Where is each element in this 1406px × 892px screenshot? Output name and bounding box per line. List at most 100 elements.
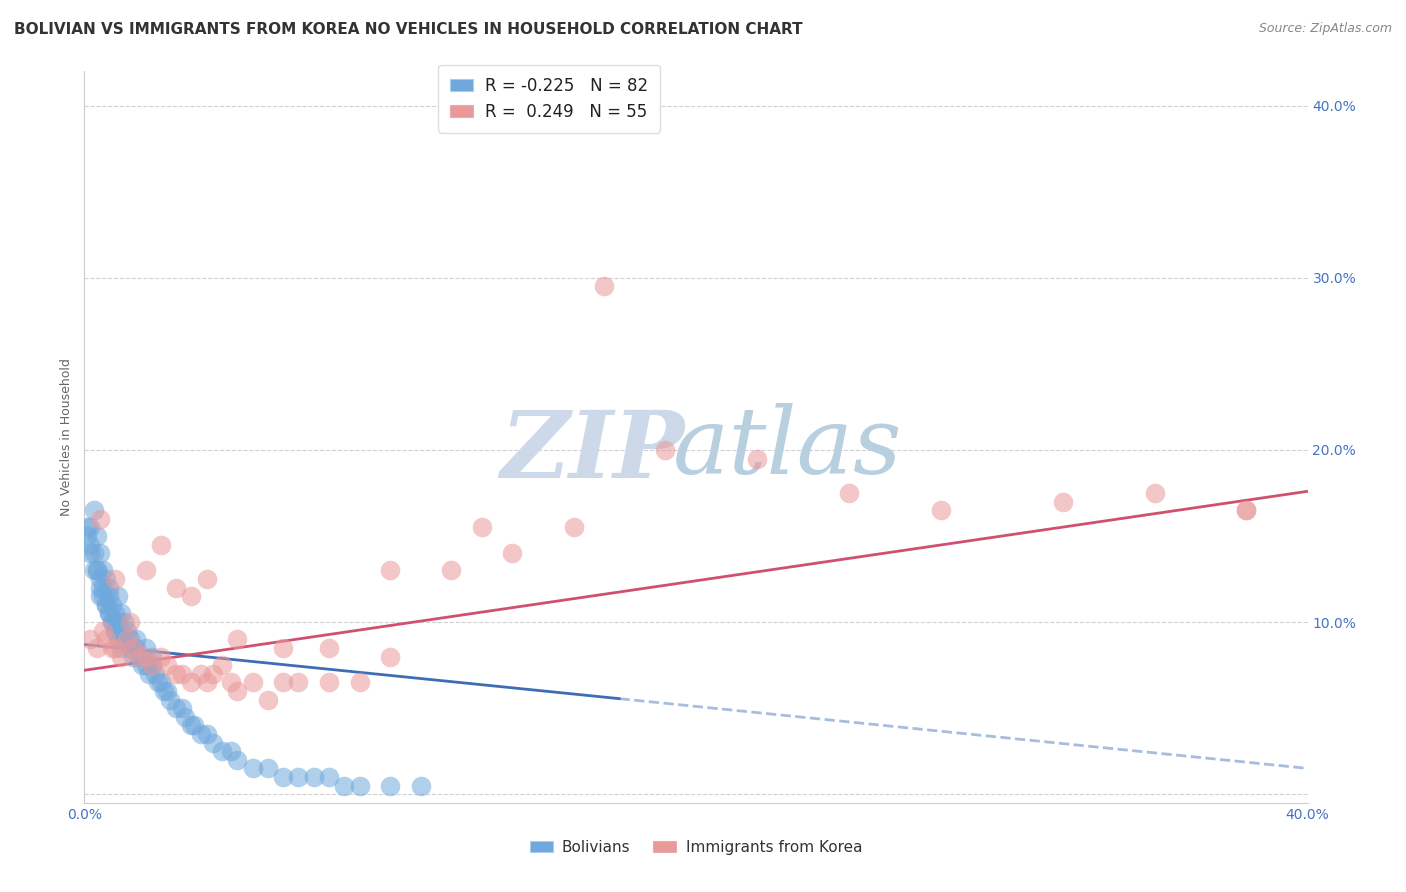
Point [131, 658, 153, 673]
Point [195, 572, 218, 586]
Point [141, 658, 163, 673]
Point [135, 640, 157, 655]
Point [107, 615, 129, 629]
Legend: Bolivians, Immigrants from Korea: Bolivians, Immigrants from Korea [524, 834, 868, 861]
Point [101, 615, 124, 629]
Point [349, 779, 371, 793]
Point [110, 607, 132, 621]
Point [409, 779, 432, 793]
Point [101, 615, 124, 629]
Point [125, 640, 148, 655]
Point [226, 632, 249, 647]
Point [654, 442, 676, 457]
Point [83, 564, 105, 578]
Point [172, 701, 194, 715]
Point [165, 581, 187, 595]
Point [149, 538, 172, 552]
Text: ZIP: ZIP [501, 407, 685, 497]
Point [101, 598, 124, 612]
Point [107, 632, 129, 647]
Point [257, 692, 280, 706]
Text: Source: ZipAtlas.com: Source: ZipAtlas.com [1258, 22, 1392, 36]
Point [89, 589, 111, 603]
Point [143, 666, 166, 681]
Point [190, 727, 212, 741]
Point [242, 675, 264, 690]
Point [180, 675, 202, 690]
Text: atlas: atlas [673, 403, 903, 493]
Point [349, 675, 371, 690]
Point [1236, 503, 1258, 517]
Point [156, 684, 179, 698]
Point [115, 632, 138, 647]
Point [149, 675, 172, 690]
Point [180, 589, 202, 603]
Point [79, 538, 101, 552]
Point [104, 640, 127, 655]
Point [91, 564, 114, 578]
Point [112, 632, 135, 647]
Point [97, 607, 120, 621]
Point [838, 486, 860, 500]
Text: BOLIVIAN VS IMMIGRANTS FROM KOREA NO VEHICLES IN HOUSEHOLD CORRELATION CHART: BOLIVIAN VS IMMIGRANTS FROM KOREA NO VEH… [14, 22, 803, 37]
Point [83, 503, 105, 517]
Point [94, 598, 117, 612]
Point [502, 546, 524, 560]
Point [156, 658, 179, 673]
Point [110, 624, 132, 638]
Point [83, 546, 105, 560]
Point [201, 666, 224, 681]
Point [94, 632, 117, 647]
Point [110, 640, 132, 655]
Point [120, 615, 142, 629]
Point [211, 744, 233, 758]
Point [226, 684, 249, 698]
Point [380, 649, 402, 664]
Point [1143, 486, 1166, 500]
Point [287, 770, 309, 784]
Point [135, 649, 157, 664]
Point [141, 658, 163, 673]
Point [97, 581, 120, 595]
Point [593, 279, 616, 293]
Point [747, 451, 769, 466]
Point [471, 520, 494, 534]
Point [318, 675, 340, 690]
Point [149, 649, 172, 664]
Point [271, 675, 294, 690]
Point [562, 520, 585, 534]
Point [135, 658, 157, 673]
Point [79, 546, 101, 560]
Point [271, 640, 294, 655]
Point [1236, 503, 1258, 517]
Point [79, 520, 101, 534]
Point [318, 640, 340, 655]
Point [1052, 494, 1074, 508]
Point [929, 503, 952, 517]
Point [112, 615, 135, 629]
Point [138, 666, 160, 681]
Point [195, 675, 218, 690]
Point [76, 529, 98, 543]
Point [76, 520, 98, 534]
Point [174, 710, 197, 724]
Point [219, 675, 242, 690]
Point [242, 761, 264, 775]
Point [91, 589, 114, 603]
Point [183, 718, 205, 732]
Point [86, 564, 108, 578]
Point [104, 624, 127, 638]
Point [97, 607, 120, 621]
Point [219, 744, 242, 758]
Point [120, 640, 142, 655]
Point [153, 684, 176, 698]
Point [165, 666, 187, 681]
Point [226, 753, 249, 767]
Point [86, 564, 108, 578]
Point [89, 512, 111, 526]
Point [115, 624, 138, 638]
Point [91, 581, 114, 595]
Point [141, 649, 163, 664]
Point [86, 640, 108, 655]
Point [86, 529, 108, 543]
